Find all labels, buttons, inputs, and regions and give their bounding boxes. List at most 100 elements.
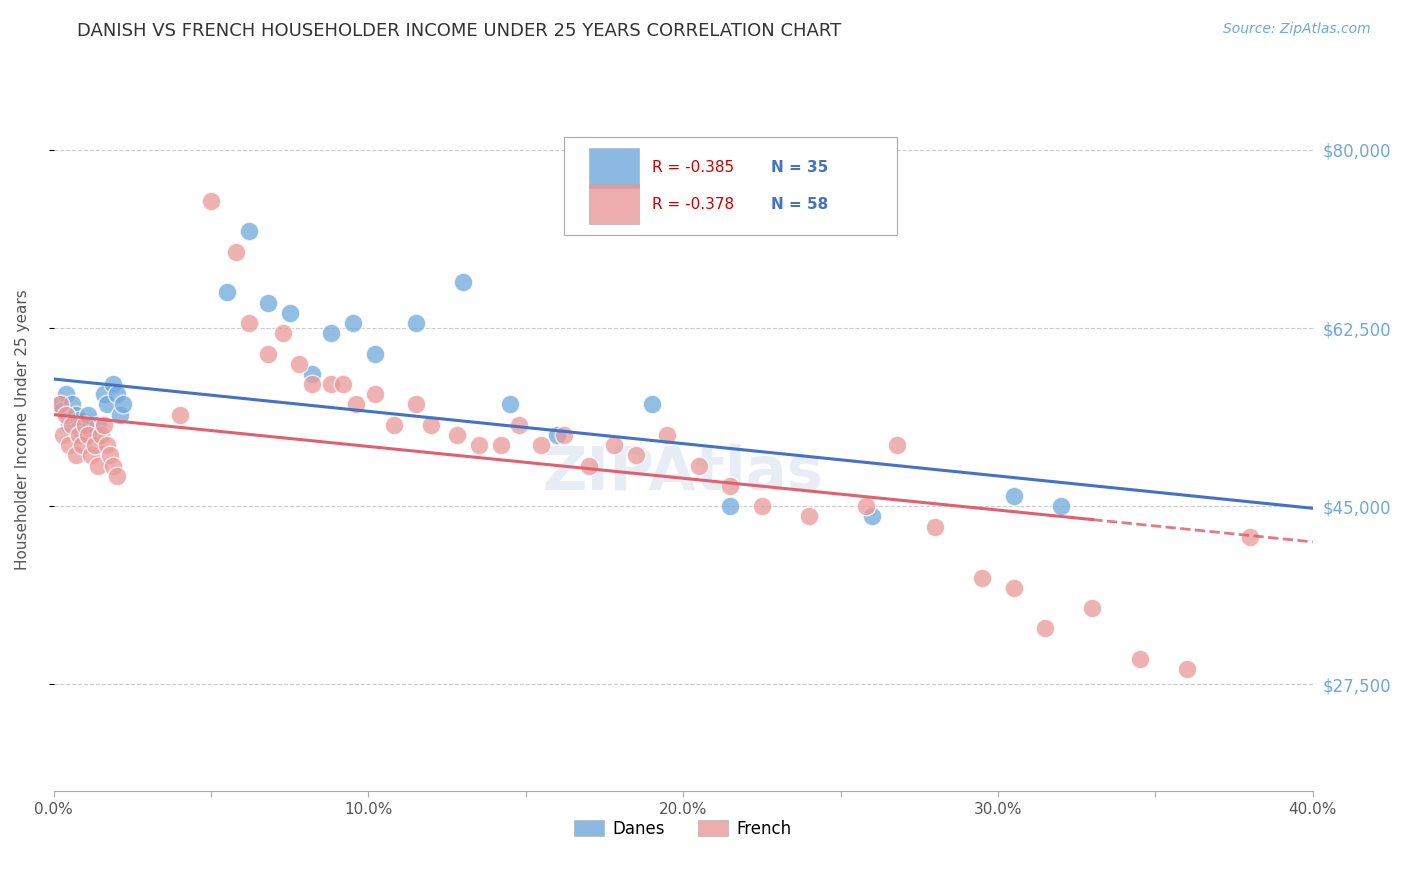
Point xyxy=(111,397,134,411)
Point xyxy=(489,438,512,452)
Point xyxy=(98,448,121,462)
Point xyxy=(52,402,75,417)
Point xyxy=(288,357,311,371)
Point xyxy=(624,448,647,462)
Point xyxy=(238,224,260,238)
Point xyxy=(301,377,323,392)
Text: R = -0.385: R = -0.385 xyxy=(651,161,734,175)
Point xyxy=(972,570,994,584)
Point xyxy=(83,438,105,452)
Point xyxy=(578,458,600,473)
Point xyxy=(319,326,342,341)
Point xyxy=(90,428,112,442)
Point xyxy=(886,438,908,452)
Point xyxy=(718,479,741,493)
Point xyxy=(688,458,710,473)
Point xyxy=(405,397,427,411)
Point xyxy=(58,438,80,452)
Point xyxy=(108,408,131,422)
Point xyxy=(332,377,354,392)
Point xyxy=(238,316,260,330)
FancyBboxPatch shape xyxy=(589,148,640,187)
Point xyxy=(860,509,883,524)
Point xyxy=(499,397,522,411)
Point xyxy=(105,468,128,483)
Point xyxy=(96,397,118,411)
Point xyxy=(855,500,877,514)
Point xyxy=(1239,530,1261,544)
Point xyxy=(67,413,90,427)
Point xyxy=(1175,662,1198,676)
Point xyxy=(93,417,115,432)
Point xyxy=(103,377,125,392)
Point xyxy=(363,346,385,360)
Point xyxy=(55,408,77,422)
Point xyxy=(420,417,443,432)
Point xyxy=(342,316,364,330)
Text: Source: ZipAtlas.com: Source: ZipAtlas.com xyxy=(1223,22,1371,37)
Point xyxy=(67,428,90,442)
Point xyxy=(55,387,77,401)
Point xyxy=(1033,621,1056,635)
Point xyxy=(77,408,100,422)
Y-axis label: Householder Income Under 25 years: Householder Income Under 25 years xyxy=(15,290,30,570)
Point xyxy=(797,509,820,524)
Point xyxy=(62,397,84,411)
Point xyxy=(508,417,530,432)
Point xyxy=(467,438,489,452)
FancyBboxPatch shape xyxy=(589,185,640,224)
FancyBboxPatch shape xyxy=(564,137,897,235)
Point xyxy=(49,397,72,411)
Point xyxy=(96,438,118,452)
Point xyxy=(75,417,97,432)
Point xyxy=(718,500,741,514)
Point xyxy=(52,428,75,442)
Point xyxy=(86,458,108,473)
Point xyxy=(319,377,342,392)
Point xyxy=(1081,601,1104,615)
Point xyxy=(105,387,128,401)
Point xyxy=(93,387,115,401)
Point xyxy=(200,194,222,208)
Point xyxy=(1002,581,1025,595)
Point xyxy=(924,519,946,533)
Legend: Danes, French: Danes, French xyxy=(568,813,799,845)
Text: N = 35: N = 35 xyxy=(772,161,828,175)
Point xyxy=(103,458,125,473)
Point xyxy=(49,397,72,411)
Point xyxy=(530,438,553,452)
Point xyxy=(215,285,238,300)
Text: N = 58: N = 58 xyxy=(772,197,828,211)
Point xyxy=(273,326,295,341)
Point xyxy=(65,408,87,422)
Point xyxy=(553,428,575,442)
Point xyxy=(363,387,385,401)
Point xyxy=(169,408,191,422)
Point xyxy=(382,417,405,432)
Point xyxy=(70,438,93,452)
Point xyxy=(546,428,568,442)
Point xyxy=(344,397,367,411)
Point xyxy=(1128,652,1150,666)
Point xyxy=(301,367,323,381)
Point xyxy=(657,428,679,442)
Point xyxy=(225,244,247,259)
Point xyxy=(1002,489,1025,503)
Point xyxy=(77,428,100,442)
Point xyxy=(751,500,773,514)
Point xyxy=(451,275,474,289)
Point xyxy=(70,428,93,442)
Text: R = -0.378: R = -0.378 xyxy=(651,197,734,211)
Point xyxy=(83,428,105,442)
Point xyxy=(65,448,87,462)
Point xyxy=(86,417,108,432)
Text: DANISH VS FRENCH HOUSEHOLDER INCOME UNDER 25 YEARS CORRELATION CHART: DANISH VS FRENCH HOUSEHOLDER INCOME UNDE… xyxy=(77,22,842,40)
Point xyxy=(256,295,278,310)
Point xyxy=(278,306,301,320)
Point xyxy=(603,438,626,452)
Point xyxy=(405,316,427,330)
Text: ZIPAtlas: ZIPAtlas xyxy=(543,443,824,503)
Point xyxy=(640,397,662,411)
Point xyxy=(62,417,84,432)
Point xyxy=(80,448,103,462)
